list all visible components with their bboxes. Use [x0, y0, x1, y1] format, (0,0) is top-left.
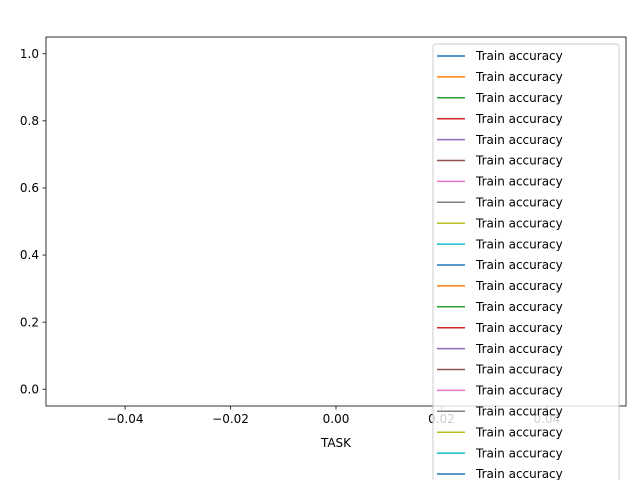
x-tick-label: −0.02 [212, 412, 249, 426]
legend-label: Train accuracy [475, 425, 563, 439]
legend-label: Train accuracy [475, 237, 563, 251]
x-tick-label: −0.04 [107, 412, 144, 426]
legend-label: Train accuracy [475, 133, 563, 147]
y-tick-label: 1.0 [20, 47, 39, 61]
y-tick-label: 0.8 [20, 114, 39, 128]
legend-label: Train accuracy [475, 300, 563, 314]
legend-label: Train accuracy [475, 258, 563, 272]
legend-label: Train accuracy [475, 446, 563, 460]
legend-label: Train accuracy [475, 363, 563, 377]
legend-label: Train accuracy [475, 112, 563, 126]
y-tick-label: 0.6 [20, 181, 39, 195]
y-tick-label: 0.2 [20, 315, 39, 329]
legend-label: Train accuracy [475, 49, 563, 63]
x-tick-label: 0.00 [323, 412, 350, 426]
legend-label: Train accuracy [475, 216, 563, 230]
legend-label: Train accuracy [475, 279, 563, 293]
x-axis-label: TASK [320, 436, 352, 450]
legend-label: Train accuracy [475, 196, 563, 210]
y-axis: 0.0 0.2 0.4 0.6 0.8 1.0 [20, 47, 46, 396]
legend-label: Train accuracy [475, 321, 563, 335]
legend: Train accuracy Train accuracy Train accura… [432, 43, 620, 480]
legend-label: Train accuracy [475, 154, 563, 168]
legend-label: Train accuracy [475, 405, 563, 419]
y-tick-label: 0.4 [20, 248, 39, 262]
legend-label: Train accuracy [475, 467, 563, 480]
y-tick-label: 0.0 [20, 382, 39, 396]
legend-label: Train accuracy [475, 342, 563, 356]
legend-label: Train accuracy [475, 384, 563, 398]
legend-box [432, 43, 620, 480]
legend-label: Train accuracy [475, 91, 563, 105]
legend-label: Train accuracy [475, 70, 563, 84]
legend-label: Train accuracy [475, 175, 563, 189]
